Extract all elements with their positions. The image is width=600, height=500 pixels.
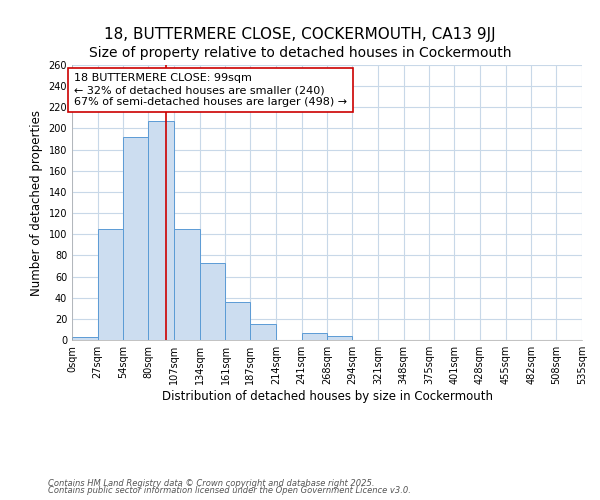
Bar (328, 336, 352, 340)
Bar (226, 302, 250, 340)
Text: Contains public sector information licensed under the Open Government Licence v3: Contains public sector information licen… (48, 486, 411, 495)
Bar (250, 324, 276, 340)
Text: Size of property relative to detached houses in Cockermouth: Size of property relative to detached ho… (89, 46, 511, 60)
Bar (148, 121, 174, 340)
Bar (124, 137, 148, 340)
Y-axis label: Number of detached properties: Number of detached properties (30, 110, 43, 296)
Bar (72, 337, 98, 340)
Text: Contains HM Land Registry data © Crown copyright and database right 2025.: Contains HM Land Registry data © Crown c… (48, 478, 374, 488)
Text: 18, BUTTERMERE CLOSE, COCKERMOUTH, CA13 9JJ: 18, BUTTERMERE CLOSE, COCKERMOUTH, CA13 … (104, 28, 496, 42)
Bar (174, 229, 200, 340)
Bar (98, 229, 124, 340)
Bar (302, 332, 328, 340)
X-axis label: Distribution of detached houses by size in Cockermouth: Distribution of detached houses by size … (161, 390, 493, 403)
Text: 18 BUTTERMERE CLOSE: 99sqm
← 32% of detached houses are smaller (240)
67% of sem: 18 BUTTERMERE CLOSE: 99sqm ← 32% of deta… (74, 74, 347, 106)
Bar (200, 263, 226, 340)
